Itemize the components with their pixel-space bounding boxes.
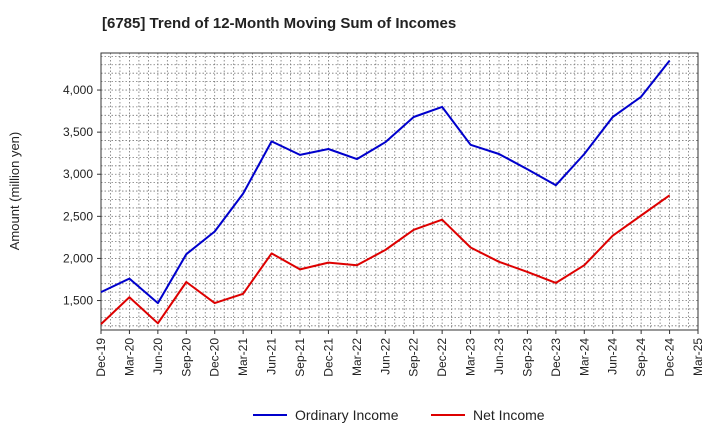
x-tick-label: Mar-23 <box>464 338 478 376</box>
x-tick-label: Mar-20 <box>122 338 136 376</box>
x-tick-label: Mar-25 <box>691 338 705 376</box>
x-tick-label: Dec-21 <box>321 338 335 377</box>
grid-layer <box>101 53 698 330</box>
plot-frame <box>100 52 699 331</box>
y-tick-label: 2,500 <box>63 209 93 223</box>
y-tick-label: 4,000 <box>63 83 93 97</box>
x-tick-label: Dec-19 <box>94 338 108 377</box>
x-tick-label: Sep-23 <box>520 338 534 377</box>
x-tick-label: Sep-22 <box>407 338 421 377</box>
series-line-ordinary-income <box>100 59 671 305</box>
x-tick-label: Mar-22 <box>350 338 364 376</box>
x-tick-label: Dec-20 <box>208 338 222 377</box>
y-axis-title: Amount (million yen) <box>7 132 22 251</box>
x-tick-label: Sep-21 <box>293 338 307 377</box>
series-layer <box>100 59 671 325</box>
series-line-net-income <box>100 194 671 325</box>
x-tick-label: Dec-24 <box>663 338 677 377</box>
y-axis-tick-labels: 1,500 2,000 2,500 3,000 3,500 4,000 <box>63 83 101 308</box>
x-tick-label: Jun-20 <box>151 338 165 375</box>
legend-label-net-income: Net Income <box>473 407 545 423</box>
legend: Ordinary Income Net Income <box>253 407 545 423</box>
x-axis-tick-labels: Dec-19 Mar-20 Jun-20 Sep-20 Dec-20 Mar-21 Jun-… <box>94 330 705 377</box>
x-tick-label: Jun-24 <box>606 338 620 375</box>
y-tick-label: 1,500 <box>63 294 93 308</box>
x-tick-label: Dec-23 <box>549 338 563 377</box>
x-tick-label: Mar-24 <box>577 338 591 376</box>
x-tick-label: Dec-22 <box>435 338 449 377</box>
y-tick-label: 3,500 <box>63 125 93 139</box>
x-tick-label: Jun-22 <box>378 338 392 375</box>
legend-label-ordinary-income: Ordinary Income <box>295 407 399 423</box>
x-tick-label: Jun-23 <box>492 338 506 375</box>
x-tick-label: Jun-21 <box>265 338 279 375</box>
x-tick-label: Sep-20 <box>179 338 193 377</box>
chart-title: [6785] Trend of 12-Month Moving Sum of I… <box>102 15 457 32</box>
x-tick-label: Mar-21 <box>236 338 250 376</box>
plot-background <box>101 53 698 330</box>
y-tick-label: 2,000 <box>63 251 93 265</box>
x-tick-label: Sep-24 <box>634 338 648 377</box>
y-tick-label: 3,000 <box>63 167 93 181</box>
